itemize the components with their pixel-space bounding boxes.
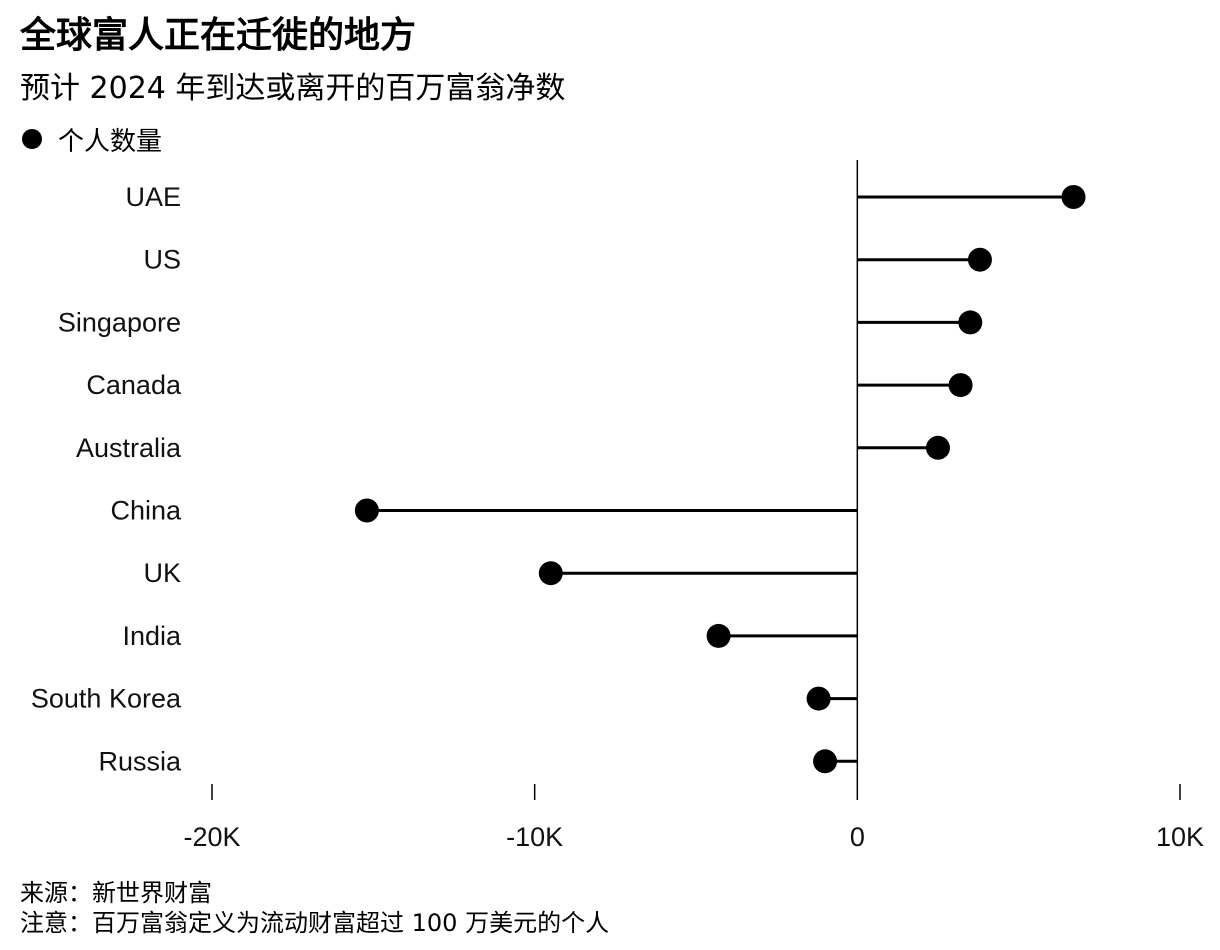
lollipop-dot [354, 498, 379, 523]
legend-label: 个人数量 [58, 126, 163, 157]
legend-marker [22, 129, 42, 149]
category-label: US [143, 245, 181, 275]
lollipop-dot [926, 435, 950, 460]
category-label: Russia [98, 746, 182, 776]
category-label: UAE [125, 182, 181, 212]
lollipop-dot [706, 623, 731, 648]
lollipop-dot [958, 310, 983, 335]
lollipop-dot [538, 561, 563, 586]
category-label: India [122, 621, 182, 651]
lollipop-dot [813, 749, 838, 774]
lollipop-chart: UAE US Singapore Canada Australia China UK Indi… [31, 160, 1204, 852]
x-tick-label: 0 [850, 822, 865, 852]
lollipop-dot [948, 373, 973, 398]
lollipop-dot [1061, 185, 1086, 209]
category-label: China [110, 496, 182, 526]
category-label: Australia [76, 433, 182, 463]
category-label: South Korea [31, 684, 182, 714]
chart-title: 全球富人正在迁徙的地方 [20, 15, 417, 56]
lollipop-dot [806, 686, 831, 711]
category-label: Canada [86, 370, 182, 400]
category-label: UK [143, 558, 181, 588]
x-tick-label: -10K [506, 822, 563, 852]
definition-note: 注意：百万富翁定义为流动财富超过 100 万美元的个人 [20, 909, 610, 937]
legend: 个人数量 [22, 122, 163, 157]
chart-subtitle: 预计 2024 年到达或离开的百万富翁净数 [20, 71, 566, 106]
category-label: Singapore [58, 307, 181, 337]
source-note: 来源：新世界财富 [20, 879, 212, 907]
lollipop-dot [967, 247, 992, 272]
x-tick-label: 10K [1156, 822, 1204, 852]
x-tick-label: -20K [183, 822, 240, 852]
